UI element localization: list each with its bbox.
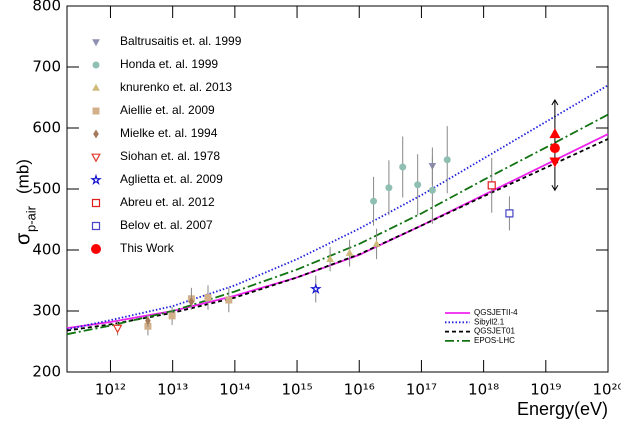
x-tick-label: 10¹⁴ — [219, 381, 250, 399]
marker — [399, 163, 407, 171]
model-legend-label: QGSJET01 — [474, 327, 515, 336]
marker — [487, 181, 496, 190]
legend-label: Baltrusaitis et. al. 1999 — [120, 34, 242, 48]
legend-label: This Work — [120, 241, 175, 255]
marker — [549, 128, 561, 139]
marker — [505, 209, 514, 218]
model-legend-label: EPOS-LHC — [474, 336, 515, 345]
marker — [385, 184, 393, 192]
y-axis-label: σ p-air (mb) — [12, 159, 38, 245]
marker — [92, 39, 100, 47]
x-tick-label: 10¹³ — [157, 381, 188, 399]
legend-label: Belov et. al. 2007 — [120, 218, 213, 232]
y-tick-label: 500 — [32, 180, 61, 198]
y-tick-label: 400 — [32, 241, 61, 259]
marker — [414, 181, 422, 189]
marker — [345, 248, 354, 256]
x-tick-label: 10¹⁵ — [281, 381, 312, 399]
marker — [91, 221, 101, 231]
model-legend-label: QGSJETII-4 — [474, 308, 518, 317]
marker — [443, 156, 451, 164]
marker — [549, 157, 561, 168]
y-tick-label: 200 — [32, 363, 61, 381]
legend-label: Honda et. al. 1999 — [120, 57, 218, 71]
legend-label: Aglietta et. al. 2009 — [120, 172, 223, 186]
marker — [92, 61, 100, 69]
y-tick-label: 600 — [32, 119, 61, 137]
x-tick-label: 10¹⁹ — [530, 381, 561, 399]
marker — [549, 143, 560, 154]
legend-label: Siohan et. al. 1978 — [120, 149, 220, 163]
marker — [92, 83, 100, 91]
y-tick-label: 800 — [32, 0, 61, 15]
marker — [112, 324, 123, 334]
marker — [428, 186, 436, 194]
y-label-symbol: σ — [12, 232, 34, 245]
legend-label: Aiellie et. al. 2009 — [120, 103, 215, 117]
marker — [90, 173, 102, 186]
marker — [92, 107, 100, 115]
marker — [91, 198, 101, 208]
marker — [188, 297, 195, 307]
x-tick-label: 10¹⁸ — [468, 381, 499, 399]
x-axis-label: Energy(eV) — [517, 399, 608, 419]
marker — [309, 282, 322, 295]
marker — [326, 254, 334, 262]
marker — [370, 197, 378, 205]
marker — [372, 239, 381, 247]
model-legend-label: Sibyll2.1 — [474, 317, 505, 326]
y-tick-label: 300 — [32, 302, 61, 320]
x-tick-label: 10¹² — [95, 381, 126, 399]
y-label-subscript: p-air — [23, 205, 38, 232]
marker — [93, 129, 99, 139]
marker — [204, 294, 212, 302]
y-tick-label: 700 — [32, 58, 61, 76]
model-line — [66, 113, 609, 336]
marker — [91, 244, 101, 254]
x-tick-label: 10¹⁷ — [406, 381, 437, 399]
legend-label: Mielke et. al. 1994 — [120, 126, 218, 140]
legend-label: Abreu et. al. 2012 — [120, 195, 215, 209]
y-label-unit: (mb) — [13, 159, 32, 194]
marker — [145, 316, 151, 326]
marker — [91, 153, 101, 163]
x-tick-label: 10²⁰ — [592, 381, 621, 399]
legend-label: knurenko et. al. 2013 — [120, 80, 232, 94]
marker — [168, 312, 176, 320]
x-tick-label: 10¹⁶ — [344, 381, 375, 399]
model-line — [66, 138, 609, 332]
marker — [225, 296, 233, 304]
